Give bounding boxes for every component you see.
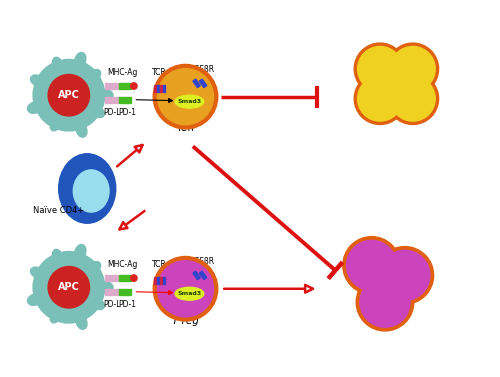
Circle shape: [387, 73, 438, 124]
Ellipse shape: [28, 294, 42, 305]
Text: APC: APC: [58, 282, 80, 292]
Circle shape: [356, 273, 414, 331]
Bar: [157, 277, 160, 284]
Circle shape: [158, 261, 214, 317]
Text: PD-L: PD-L: [104, 300, 121, 309]
Circle shape: [354, 43, 406, 95]
Text: MHC-Ag: MHC-Ag: [108, 261, 138, 270]
Text: TCR: TCR: [152, 261, 167, 270]
Circle shape: [346, 241, 397, 290]
Circle shape: [130, 83, 137, 89]
Circle shape: [48, 267, 90, 308]
Circle shape: [158, 69, 214, 125]
Ellipse shape: [50, 118, 60, 131]
Text: PD-1: PD-1: [118, 107, 136, 116]
Ellipse shape: [28, 102, 42, 113]
Bar: [157, 85, 160, 92]
Ellipse shape: [96, 282, 113, 293]
Bar: [105, 97, 118, 103]
Bar: [163, 277, 165, 284]
Circle shape: [48, 75, 90, 116]
Ellipse shape: [96, 89, 113, 101]
Circle shape: [390, 46, 435, 91]
Ellipse shape: [74, 170, 109, 212]
Circle shape: [354, 73, 406, 124]
Ellipse shape: [30, 75, 44, 86]
Circle shape: [153, 64, 218, 129]
Ellipse shape: [52, 57, 62, 70]
Bar: [120, 289, 132, 295]
Bar: [105, 289, 118, 295]
Text: TGFβR: TGFβR: [190, 257, 216, 267]
Bar: [105, 83, 118, 89]
Text: Smad3: Smad3: [178, 99, 202, 104]
Text: PD-L: PD-L: [104, 107, 121, 116]
Ellipse shape: [92, 107, 104, 118]
Bar: [200, 271, 207, 280]
Circle shape: [153, 256, 218, 321]
Bar: [193, 79, 200, 87]
Circle shape: [360, 277, 410, 327]
Ellipse shape: [175, 95, 204, 108]
Bar: [193, 271, 200, 280]
Text: TGFβR: TGFβR: [190, 65, 216, 74]
Ellipse shape: [75, 245, 86, 259]
Bar: [154, 85, 156, 92]
Bar: [120, 275, 132, 281]
Text: T reg: T reg: [172, 316, 199, 326]
Text: APC: APC: [58, 90, 80, 100]
Circle shape: [380, 250, 430, 300]
Ellipse shape: [88, 262, 101, 273]
Circle shape: [130, 275, 137, 281]
Circle shape: [33, 60, 104, 131]
Text: PD-1: PD-1: [118, 300, 136, 309]
Text: MHC-Ag: MHC-Ag: [108, 68, 138, 77]
Ellipse shape: [30, 267, 44, 278]
Ellipse shape: [58, 154, 116, 223]
Ellipse shape: [76, 315, 87, 329]
Ellipse shape: [52, 249, 62, 262]
Circle shape: [343, 237, 400, 294]
Text: TCR: TCR: [152, 68, 167, 77]
Circle shape: [33, 251, 104, 323]
Text: Naïve CD4+: Naïve CD4+: [32, 206, 84, 215]
Ellipse shape: [92, 299, 104, 310]
Text: Teff: Teff: [176, 124, 195, 133]
Circle shape: [376, 247, 434, 304]
Bar: [120, 83, 132, 89]
Ellipse shape: [76, 123, 87, 137]
Bar: [160, 277, 162, 284]
Circle shape: [390, 76, 435, 121]
Bar: [160, 85, 162, 92]
Circle shape: [358, 46, 403, 91]
Bar: [120, 97, 132, 103]
Text: Smad3: Smad3: [178, 291, 202, 296]
Bar: [105, 275, 118, 281]
Circle shape: [387, 43, 438, 95]
Circle shape: [358, 76, 403, 121]
Ellipse shape: [88, 69, 101, 81]
Ellipse shape: [175, 287, 204, 300]
Bar: [200, 79, 207, 87]
Ellipse shape: [75, 52, 86, 67]
Ellipse shape: [50, 311, 60, 323]
Bar: [154, 277, 156, 284]
Bar: [163, 85, 165, 92]
